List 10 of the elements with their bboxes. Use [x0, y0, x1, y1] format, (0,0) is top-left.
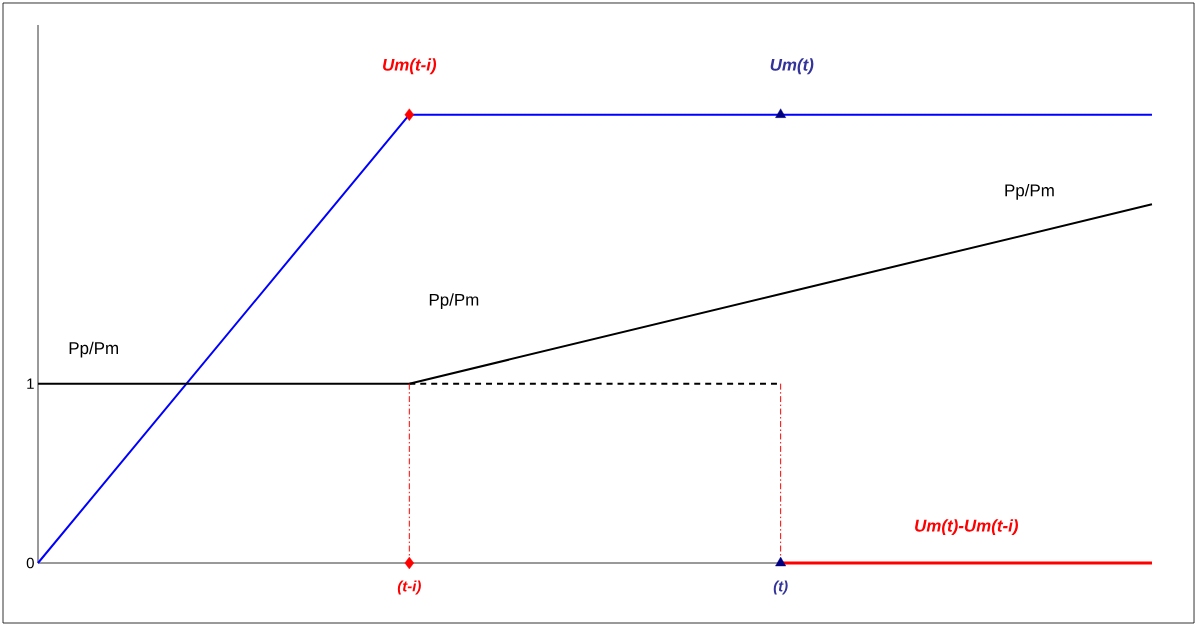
y-tick-label: 1	[27, 378, 34, 389]
annotation: Um(t-i)	[383, 58, 437, 75]
annotation: Pp/Pm	[429, 293, 479, 310]
y-tick-label: 0	[26, 557, 34, 569]
annotation: Um(t)	[770, 58, 814, 75]
x-tick-label: (t-i)	[397, 580, 421, 595]
annotation: Pp/Pm	[1005, 183, 1054, 200]
annotation: Um(t)-Um(t-i)	[915, 519, 1018, 536]
x-tick-label: (t)	[773, 580, 788, 595]
annotation: Pp/Pm	[69, 341, 118, 358]
